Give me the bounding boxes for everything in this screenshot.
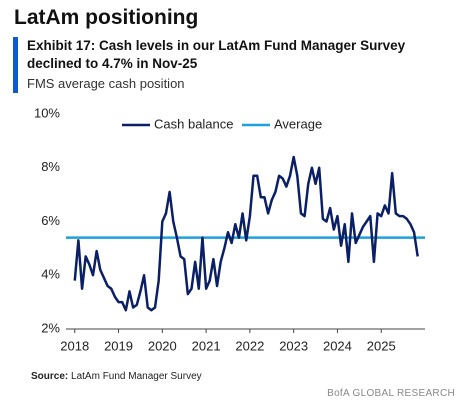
brand: BofA GLOBAL RESEARCH <box>327 388 455 399</box>
x-tick-label: 2022 <box>235 338 264 353</box>
x-tick-label: 2021 <box>192 338 221 353</box>
description: FMS average cash position <box>27 76 185 91</box>
y-tick-label: 4% <box>41 267 60 282</box>
x-tick-label: 2023 <box>279 338 308 353</box>
accent-bar <box>13 37 18 93</box>
source-text: LatAm Fund Manager Survey <box>71 371 202 382</box>
x-tick-label: 2025 <box>367 338 396 353</box>
y-tick-label: 8% <box>41 159 60 174</box>
legend-label: Average <box>274 116 322 131</box>
title: LatAm positioning <box>14 6 199 29</box>
y-tick-label: 10% <box>34 105 60 120</box>
legend-label: Cash balance <box>154 116 234 131</box>
source: Source: LatAm Fund Manager Survey <box>31 371 202 382</box>
x-tick-label: 2020 <box>148 338 177 353</box>
y-tick-label: 2% <box>41 320 60 335</box>
y-tick-label: 6% <box>41 213 60 228</box>
x-tick-label: 2019 <box>104 338 133 353</box>
x-tick-label: 2024 <box>323 338 352 353</box>
series-line <box>73 155 419 312</box>
x-tick-label: 2018 <box>60 338 89 353</box>
source-label: Source: <box>31 371 69 382</box>
subtitle: Exhibit 17: Cash levels in our LatAm Fun… <box>27 38 406 71</box>
